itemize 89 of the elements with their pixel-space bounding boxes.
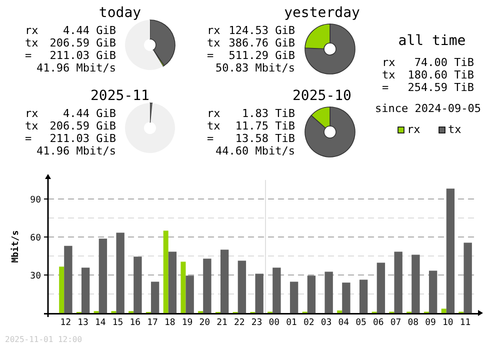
bar xyxy=(220,250,229,313)
text: 41.96 Mbit/s xyxy=(36,62,116,74)
text: rx 4.44 GiB xyxy=(25,24,116,37)
text: = 254.59 TiB xyxy=(382,81,474,94)
bar xyxy=(464,242,472,313)
x-tick-label: 18 xyxy=(164,318,176,328)
chart-title: 2025-10 xyxy=(292,88,352,104)
bar xyxy=(412,254,420,313)
x-tick-label: 17 xyxy=(147,318,158,328)
x-tick-label: 03 xyxy=(320,318,332,328)
bar xyxy=(238,260,246,313)
text: tx 11.75 TiB xyxy=(207,120,295,132)
donut-slice xyxy=(304,24,356,74)
chart-title: 2025-11 xyxy=(90,88,150,104)
text: rx 124.53 GiB xyxy=(207,24,296,37)
text: rx 74.00 TiB xyxy=(382,56,474,69)
x-tick-label: 16 xyxy=(130,318,141,328)
y-tick-label: 90 xyxy=(30,196,41,206)
x-tick-label: 06 xyxy=(373,318,384,328)
bar xyxy=(180,262,186,313)
bar xyxy=(324,272,333,313)
x-tick-label: 02 xyxy=(304,318,314,328)
x-tick-label: 01 xyxy=(286,318,297,328)
bar xyxy=(116,232,124,313)
bar xyxy=(150,282,160,313)
bar xyxy=(394,252,402,313)
bar xyxy=(203,258,212,313)
y-tick-label: 60 xyxy=(30,234,41,244)
x-tick-label: 12 xyxy=(60,318,72,328)
legend-label: rx xyxy=(407,123,421,136)
bar xyxy=(59,266,64,313)
x-tick-label: 20 xyxy=(199,318,210,328)
x-tick-label: 04 xyxy=(338,318,350,328)
donut-slice xyxy=(125,20,164,70)
x-tick-label: 23 xyxy=(251,318,262,328)
legend-label: tx xyxy=(448,123,462,136)
bar xyxy=(186,276,194,313)
text: rx 1.83 TiB xyxy=(207,107,295,120)
bar xyxy=(98,238,108,313)
bar xyxy=(337,310,342,313)
bar xyxy=(359,280,368,313)
x-tick-label: 11 xyxy=(460,318,471,328)
bar xyxy=(81,268,90,313)
bar xyxy=(290,282,298,313)
y-axis-title: Mbit/s xyxy=(10,230,21,263)
bar xyxy=(255,274,264,313)
x-tick-label: 09 xyxy=(425,318,436,328)
x-tick-label: 05 xyxy=(356,318,366,328)
text: all time xyxy=(398,33,466,49)
x-tick-label: 00 xyxy=(268,318,280,328)
bar xyxy=(342,282,350,313)
donut-slice xyxy=(304,106,356,158)
bar xyxy=(168,252,177,313)
bar xyxy=(134,256,142,313)
donut-slice xyxy=(150,20,176,66)
x-tick-label: 15 xyxy=(112,318,124,328)
bar xyxy=(428,270,438,313)
bar xyxy=(272,268,281,313)
x-tick-label: 08 xyxy=(408,318,419,328)
bar xyxy=(163,230,168,313)
x-tick-label: 21 xyxy=(216,318,228,328)
y-tick-label: 30 xyxy=(30,272,41,282)
text: tx 386.76 GiB xyxy=(207,36,296,50)
bar xyxy=(307,276,316,313)
text: since 2024-09-05 xyxy=(375,102,481,115)
x-tick-label: 14 xyxy=(95,318,106,328)
bar xyxy=(441,308,446,313)
x-tick-label: 22 xyxy=(234,318,245,328)
bar xyxy=(64,246,72,313)
text: 50.83 Mbit/s xyxy=(216,62,295,74)
text: = 211.03 GiB xyxy=(25,132,116,145)
text: 44.60 Mbit/s xyxy=(216,144,295,158)
text: tx 206.59 GiB xyxy=(25,36,116,50)
chart-title: today xyxy=(98,5,142,21)
x-tick-label: 19 xyxy=(182,318,193,328)
text: tx 180.60 TiB xyxy=(382,68,474,82)
bar xyxy=(376,262,386,313)
text: rx 4.44 GiB xyxy=(25,107,116,120)
x-tick-label: 10 xyxy=(442,318,454,328)
x-tick-label: 13 xyxy=(78,318,88,328)
text: 41.96 Mbit/s xyxy=(36,144,116,158)
text: tx 206.59 GiB xyxy=(25,120,116,132)
text: = 211.03 GiB xyxy=(25,49,116,62)
donut-slice xyxy=(125,103,175,153)
text: = 511.29 GiB xyxy=(207,49,295,62)
text: = 13.58 TiB xyxy=(207,132,295,145)
chart-title: yesterday xyxy=(284,5,360,21)
bar xyxy=(446,188,455,313)
x-tick-label: 07 xyxy=(390,318,402,328)
